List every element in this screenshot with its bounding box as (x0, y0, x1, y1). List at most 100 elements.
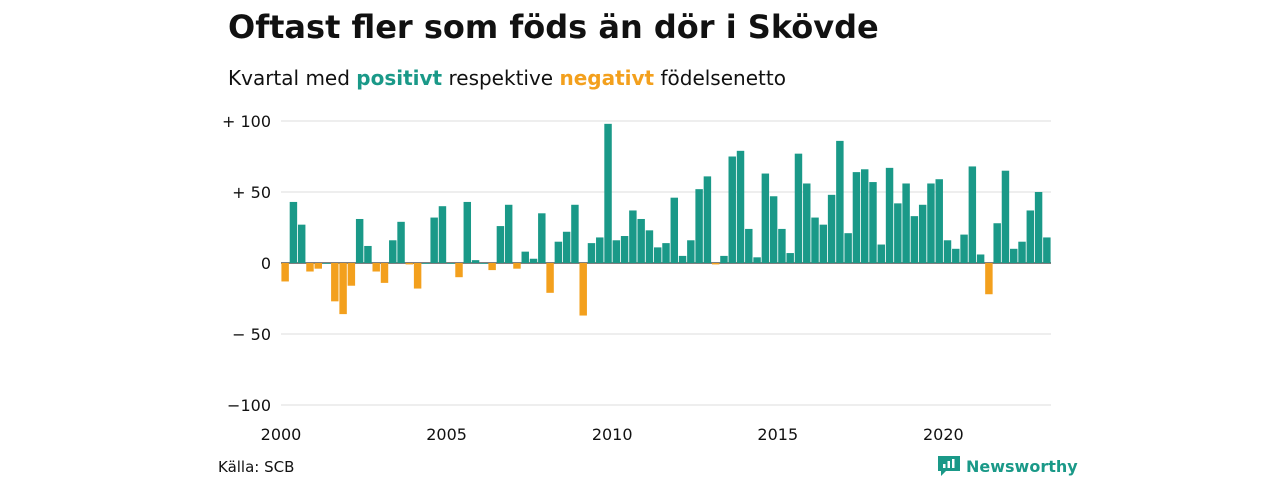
brand-logo[interactable]: Newsworthy (938, 456, 1078, 476)
bar (720, 255, 728, 263)
bar (413, 263, 422, 289)
bar (496, 226, 505, 263)
bar (844, 233, 852, 263)
bar (339, 263, 347, 315)
bar (488, 263, 496, 271)
bar (794, 153, 803, 263)
bar (579, 263, 587, 316)
bar (1001, 170, 1010, 263)
bar (347, 263, 356, 286)
bar (521, 251, 529, 263)
bar (960, 234, 968, 263)
y-tick-label: + 100 (222, 112, 271, 131)
bar (786, 253, 794, 263)
bar (504, 204, 513, 263)
chart-subtitle: Kvartal med positivt respektive negativt… (228, 66, 786, 90)
bar (885, 167, 894, 263)
bar (761, 173, 770, 263)
bar (803, 183, 811, 263)
x-tick-label: 2010 (592, 425, 633, 444)
bar (910, 216, 919, 263)
bar (869, 182, 877, 263)
x-tick-label: 2015 (757, 425, 798, 444)
bar (877, 244, 885, 263)
bar (736, 150, 745, 263)
bar (372, 263, 380, 272)
bar (943, 240, 952, 263)
bar (314, 263, 322, 269)
bar (604, 123, 612, 263)
bar (538, 213, 546, 263)
brand-name: Newsworthy (966, 456, 1078, 476)
subtitle-suffix: födelsenetto (654, 66, 786, 90)
bar (1010, 248, 1018, 263)
bar (819, 224, 828, 263)
bar (753, 257, 761, 263)
bar (811, 217, 819, 263)
x-tick-label: 2000 (261, 425, 302, 444)
bar (902, 183, 910, 263)
bar (968, 166, 977, 263)
bar (281, 263, 289, 282)
bar (1018, 241, 1026, 263)
bar (993, 223, 1001, 263)
bar (331, 263, 339, 302)
bar (397, 221, 405, 263)
bar (629, 210, 637, 263)
bar (952, 248, 960, 263)
bar (380, 263, 389, 283)
bar (985, 263, 993, 295)
bar (918, 204, 927, 263)
bar (935, 179, 943, 263)
bar (546, 263, 554, 293)
bar (430, 217, 438, 263)
bar (695, 189, 703, 263)
y-tick-label: −100 (227, 396, 271, 415)
bar (297, 224, 306, 263)
bar (364, 245, 372, 263)
subtitle-positive-word: positivt (356, 66, 443, 90)
bar (662, 243, 670, 263)
bar (827, 194, 836, 263)
bar (620, 236, 629, 263)
bar (455, 263, 463, 278)
y-tick-label: 0 (261, 254, 271, 273)
subtitle-negative-word: negativt (559, 66, 655, 90)
bar (711, 263, 720, 265)
bar (554, 241, 563, 263)
bar (562, 231, 571, 263)
bar (322, 263, 331, 264)
bar (355, 218, 364, 263)
bar (637, 218, 645, 263)
subtitle-middle: respektive (442, 66, 560, 90)
subtitle-prefix: Kvartal med (228, 66, 357, 90)
bar (306, 263, 314, 272)
bar (463, 201, 472, 263)
bar (927, 183, 935, 263)
y-tick-label: − 50 (232, 325, 271, 344)
bar (1043, 237, 1051, 263)
newsworthy-logo-icon (938, 456, 960, 476)
bar (480, 263, 488, 264)
bar (389, 240, 397, 263)
bar (894, 203, 902, 263)
bar (447, 263, 455, 264)
bar (670, 197, 679, 263)
bar (513, 263, 521, 269)
bar (596, 237, 604, 263)
bar (703, 176, 712, 263)
x-tick-label: 2020 (923, 425, 964, 444)
bar (645, 230, 654, 263)
bar (471, 260, 480, 263)
bar (687, 240, 695, 263)
bar (612, 240, 621, 263)
bar (571, 204, 579, 263)
bar (653, 247, 662, 263)
bar (587, 243, 596, 263)
bar (1026, 210, 1035, 263)
bar (438, 206, 447, 263)
bar (769, 196, 778, 263)
x-tick-label: 2005 (426, 425, 467, 444)
bar (976, 254, 985, 263)
